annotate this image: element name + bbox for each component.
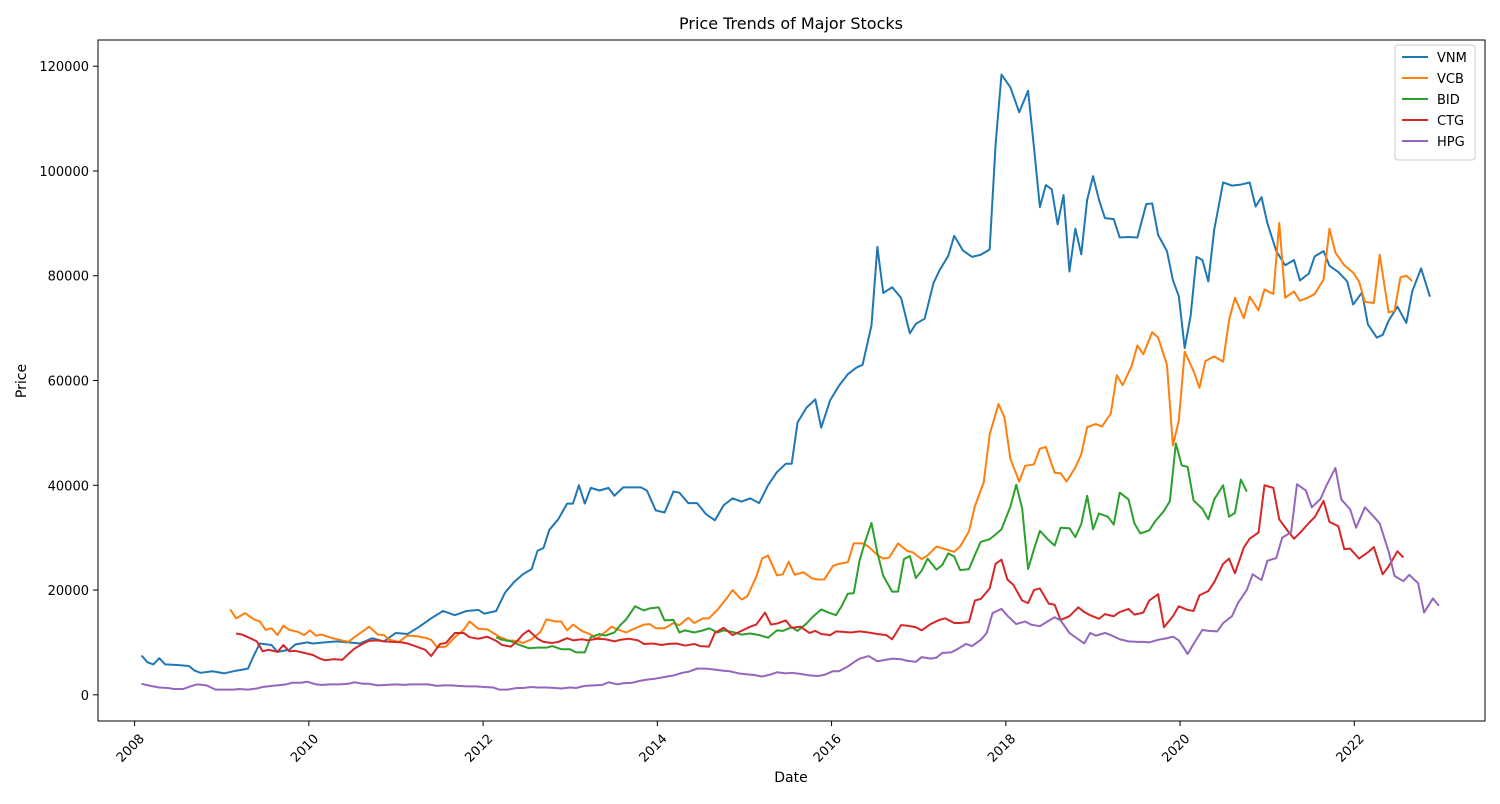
axes-frame (97, 39, 1486, 722)
y-tick-label: 40000 (48, 479, 89, 494)
x-tick-label: 2012 (462, 732, 496, 766)
y-tick-label: 100000 (39, 165, 89, 180)
legend-box (1394, 44, 1476, 161)
y-tick-label: 0 (81, 689, 89, 704)
x-tick-label: 2008 (114, 732, 148, 766)
x-tick-label: 2014 (637, 732, 671, 766)
legend-label-vcb: VCB (1437, 72, 1464, 87)
y-tick-label: 120000 (39, 60, 89, 75)
series-line-hpg (141, 466, 1440, 691)
legend-label-ctg: CTG (1437, 114, 1464, 129)
axes: 2008 2010 2012 2014 2016 2018 2020 2022 0 20000 40… (39, 39, 1486, 766)
y-tick-label: 60000 (48, 375, 89, 390)
legend-label-hpg: HPG (1437, 135, 1465, 150)
x-tick-label: 2018 (985, 732, 1019, 766)
legend-label-bid: BID (1437, 93, 1460, 108)
series-line-vcb (229, 221, 1413, 649)
plot-area (140, 73, 1440, 691)
legend-label-vnm: VNM (1437, 51, 1467, 66)
series-line-ctg (235, 484, 1405, 662)
y-tick-label: 80000 (48, 270, 89, 285)
y-axis-label: Price (14, 364, 30, 398)
x-tick-label: 2022 (1334, 732, 1368, 766)
series-line-vnm (140, 73, 1431, 675)
x-tick-label: 2020 (1159, 732, 1193, 766)
y-tick-label: 20000 (48, 584, 89, 599)
chart-title: Price Trends of Major Stocks (679, 14, 903, 33)
x-axis-label: Date (774, 770, 807, 786)
x-tick-label: 2010 (288, 732, 322, 766)
legend: VNM VCB BID CTG HPG (1394, 44, 1476, 161)
series-line-bid (495, 442, 1248, 654)
x-tick-label: 2016 (811, 732, 845, 766)
